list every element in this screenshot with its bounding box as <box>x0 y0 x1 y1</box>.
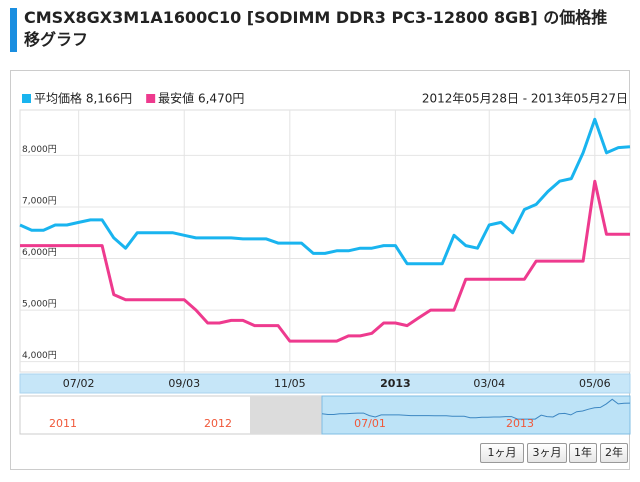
range-button[interactable]: 3ヶ月 <box>527 443 567 463</box>
navigator-label: 2013 <box>506 417 534 430</box>
y-tick-label: 7,000円 <box>22 195 57 206</box>
x-tick-label: 09/03 <box>168 377 200 390</box>
navigator-line <box>321 398 631 420</box>
range-button[interactable]: 1年 <box>569 443 597 463</box>
range-button[interactable]: 2年 <box>600 443 628 463</box>
page-title: CMSX8GX3M1A1600C10 [SODIMM DDR3 PC3-1280… <box>24 8 608 49</box>
legend-swatch <box>146 94 156 103</box>
series-line <box>19 117 631 266</box>
y-tick-label: 5,000円 <box>22 299 57 310</box>
navigator-shade <box>250 396 322 434</box>
x-tick-label: 03/04 <box>473 377 505 390</box>
legend-label: 最安値 6,470円 <box>158 91 244 106</box>
navigator-label: 07/01 <box>354 417 386 430</box>
y-tick-label: 4,000円 <box>22 350 57 361</box>
legend-label: 平均価格 8,166円 <box>34 91 132 106</box>
navigator-selection <box>321 395 631 435</box>
range-button[interactable]: 1ヶ月 <box>480 443 524 463</box>
x-tick-label: 07/02 <box>63 377 95 390</box>
date-range: 2012年05月28日 - 2013年05月27日 <box>422 92 628 106</box>
y-tick-label: 8,000円 <box>22 144 57 155</box>
x-tick-label: 11/05 <box>274 377 306 390</box>
navigator-label: 2011 <box>49 417 77 430</box>
plot-area <box>19 109 631 373</box>
x-axis-band <box>19 373 631 394</box>
title-accent <box>10 8 17 52</box>
navigator-label: 2012 <box>204 417 232 430</box>
legend-swatch <box>22 94 31 103</box>
x-tick-label: 05/06 <box>579 377 611 390</box>
y-tick-label: 6,000円 <box>22 247 57 258</box>
series-line <box>20 179 630 343</box>
x-tick-label: 2013 <box>380 377 411 390</box>
